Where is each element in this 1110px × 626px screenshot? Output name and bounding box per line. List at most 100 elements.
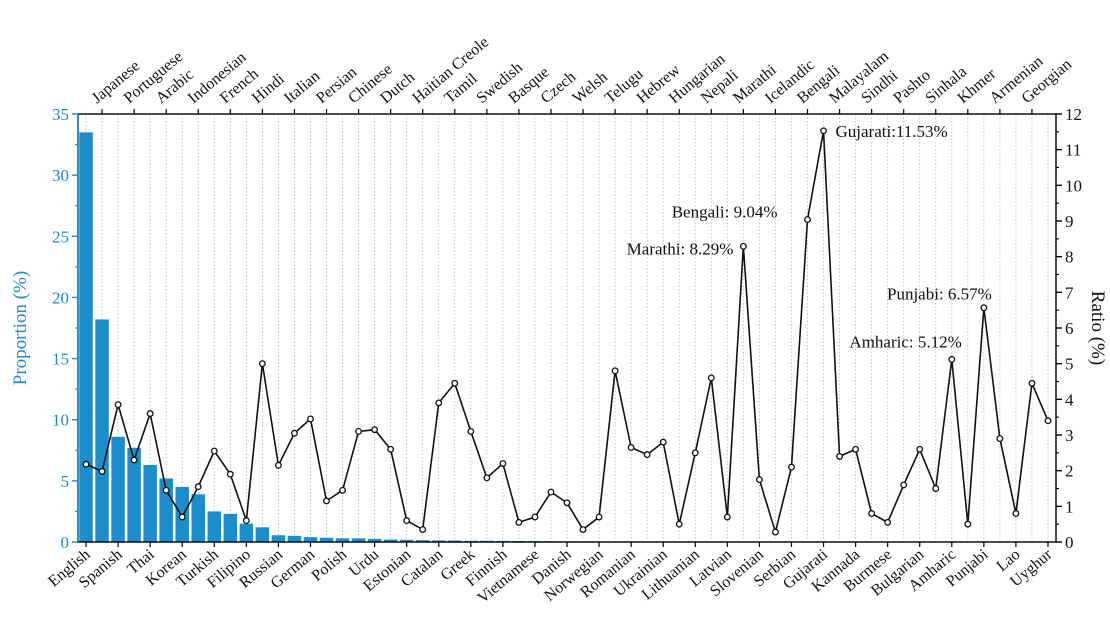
- bar: [399, 539, 414, 542]
- right-tick-label: 4: [1065, 390, 1074, 409]
- ratio-point: [355, 427, 363, 435]
- ratio-point: [579, 526, 587, 533]
- ratio-point: [146, 410, 154, 418]
- annotation-label: Bengali: 9.04%: [672, 203, 778, 222]
- right-tick-label: 6: [1065, 319, 1074, 338]
- bar: [239, 523, 254, 542]
- left-tick-label: 0: [61, 533, 70, 552]
- annotations: Gujarati:11.53% Bengali: 9.04% Marathi: 8.…: [627, 122, 992, 352]
- ratio-point: [1028, 379, 1036, 387]
- ratio-point: [996, 435, 1004, 443]
- ratio-point: [274, 461, 282, 469]
- left-tick-label: 10: [52, 411, 69, 430]
- left-tick-label: 5: [61, 472, 70, 491]
- ratio-point: [419, 526, 427, 533]
- ratio-point: [82, 460, 90, 468]
- bar: [271, 535, 286, 542]
- ratio-point: [595, 513, 603, 521]
- bar: [223, 513, 238, 542]
- ratio-point: [948, 355, 956, 363]
- bar: [143, 464, 157, 542]
- bar: [335, 538, 350, 542]
- right-tick-label: 1: [1065, 497, 1074, 516]
- right-tick-label: 3: [1065, 426, 1074, 445]
- ratio-point: [611, 367, 619, 375]
- ratio-point: [643, 451, 651, 459]
- ratio-point: [307, 415, 314, 423]
- ratio-point: [868, 510, 876, 517]
- ratio-point: [723, 513, 731, 521]
- ratio-point: [1012, 510, 1020, 517]
- ratio-point: [210, 447, 218, 455]
- ratio-point: [563, 499, 571, 507]
- bar: [127, 447, 141, 542]
- right-tick-label: 2: [1065, 462, 1074, 481]
- bar: [111, 436, 125, 542]
- ratio-point: [242, 517, 250, 525]
- left-tick-label: 35: [52, 105, 69, 124]
- ratio-point: [916, 445, 924, 453]
- ratio-point: [852, 445, 860, 453]
- right-tick-label: 10: [1065, 176, 1082, 195]
- ratio-point: [627, 444, 635, 451]
- ratio-point: [675, 520, 683, 528]
- ratio-point: [900, 481, 908, 489]
- ratio-point: [691, 449, 699, 457]
- annotation-label: Punjabi: 6.57%: [887, 285, 992, 304]
- bar: [207, 511, 222, 542]
- vertical-grid: [85, 114, 1049, 542]
- ratio-point: [130, 456, 138, 464]
- right-tick-label: 8: [1065, 248, 1074, 267]
- ratio-point: [739, 242, 747, 250]
- left-tick-label: 25: [52, 227, 69, 246]
- ratio-point: [820, 127, 827, 135]
- bar: [415, 540, 430, 542]
- ratio-line-series: [82, 127, 1052, 536]
- x-tick-label-bottom: Polish: [309, 546, 351, 585]
- ratio-point: [932, 485, 940, 492]
- bar: [79, 132, 93, 543]
- left-tick-label: 30: [52, 166, 69, 185]
- annotation-label: Gujarati:11.53%: [836, 122, 948, 141]
- ratio-point: [788, 463, 795, 471]
- ratio-point: [755, 476, 763, 484]
- ratio-point: [435, 399, 443, 407]
- ratio-point: [980, 304, 988, 312]
- ratio-point: [387, 445, 395, 453]
- y-axis-right-title: Ratio (%): [1087, 291, 1108, 365]
- ratio-point: [339, 486, 346, 494]
- ratio-point: [515, 518, 523, 526]
- x-tick-label-top: Italian: [281, 68, 323, 107]
- right-tick-label: 7: [1065, 283, 1074, 302]
- ratio-point: [771, 528, 779, 536]
- annotation-label: Marathi: 8.29%: [627, 239, 734, 258]
- bar: [303, 537, 318, 542]
- ratio-point: [403, 517, 411, 525]
- right-tick-label: 12: [1065, 105, 1082, 124]
- bar: [191, 494, 205, 542]
- right-tick-label: 5: [1065, 355, 1074, 374]
- ratio-point: [258, 360, 266, 368]
- ratio-point: [659, 438, 667, 446]
- ratio-point: [483, 474, 491, 482]
- ratio-point: [707, 374, 715, 382]
- annotation-label: Amharic: 5.12%: [849, 332, 961, 351]
- ratio-point: [531, 513, 539, 521]
- bar: [351, 538, 366, 542]
- ratio-point: [467, 427, 475, 435]
- ratio-point: [323, 497, 330, 505]
- x-tick-label-top: Welsh: [570, 69, 611, 107]
- bar: [432, 540, 446, 542]
- left-tick-label: 15: [52, 350, 69, 369]
- ratio-point: [804, 216, 811, 224]
- bar: [319, 537, 334, 542]
- ratio-point: [451, 379, 459, 387]
- ratio-point: [371, 426, 379, 434]
- right-tick-label: 0: [1065, 533, 1074, 552]
- ratio-point: [964, 520, 972, 528]
- ratio-point: [547, 488, 555, 496]
- ratio-point: [178, 513, 186, 521]
- right-tick-label: 9: [1065, 212, 1074, 231]
